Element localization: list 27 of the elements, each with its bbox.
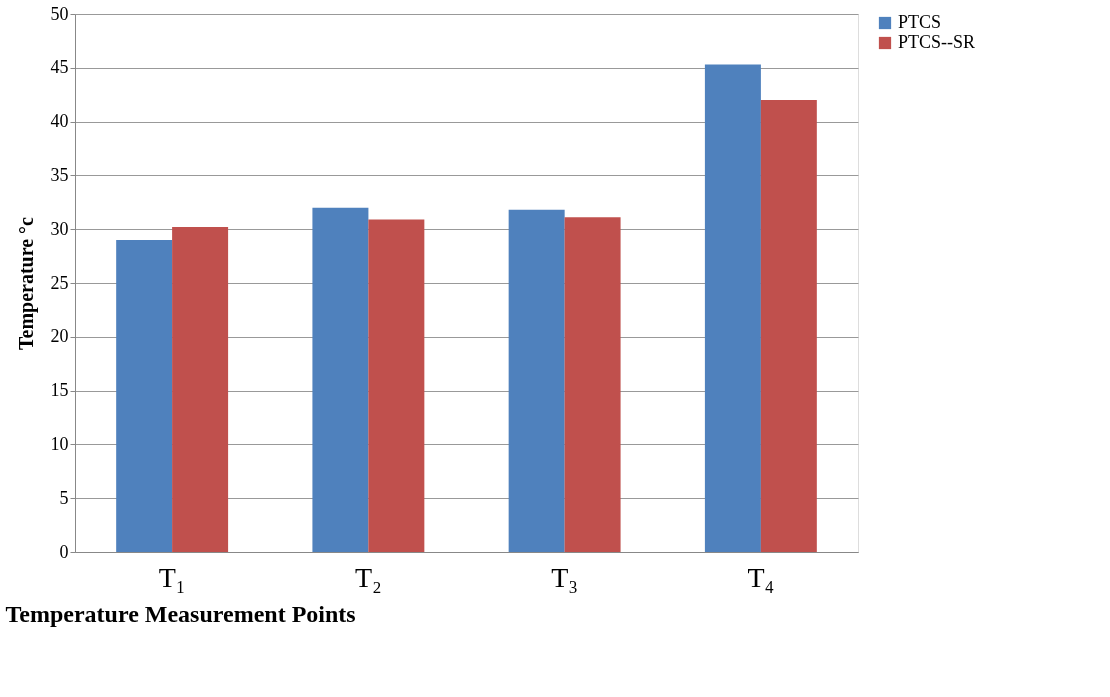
y-tick-label: 35 — [50, 164, 69, 185]
y-tick-label: 10 — [50, 433, 69, 454]
bar — [564, 217, 621, 552]
x-tick-label: T₃ — [551, 561, 579, 593]
bar — [508, 209, 565, 552]
bar — [116, 239, 173, 552]
x-tick-label: T₁ — [158, 561, 186, 593]
legend-label: PTCS--SR — [898, 32, 976, 52]
bar — [368, 219, 425, 552]
y-tick-label: 5 — [59, 487, 69, 508]
bar — [704, 64, 761, 552]
bar — [172, 227, 229, 552]
x-tick-label: T₂ — [354, 561, 382, 593]
y-axis-title: Temperature °c — [14, 216, 38, 350]
x-tick-label: T₄ — [747, 561, 775, 593]
legend-label: PTCS — [898, 12, 942, 32]
y-tick-label: 15 — [50, 380, 69, 401]
y-tick-label: 25 — [50, 272, 69, 293]
x-axis-title: Temperature Measurement Points — [5, 600, 356, 627]
bar — [760, 100, 817, 552]
y-tick-label: 30 — [50, 218, 69, 239]
bar — [312, 207, 369, 552]
y-tick-label: 50 — [50, 3, 69, 24]
y-tick-label: 0 — [59, 541, 69, 562]
y-tick-label: 45 — [50, 57, 69, 78]
y-tick-label: 20 — [50, 326, 69, 347]
y-tick-label: 40 — [50, 111, 69, 132]
